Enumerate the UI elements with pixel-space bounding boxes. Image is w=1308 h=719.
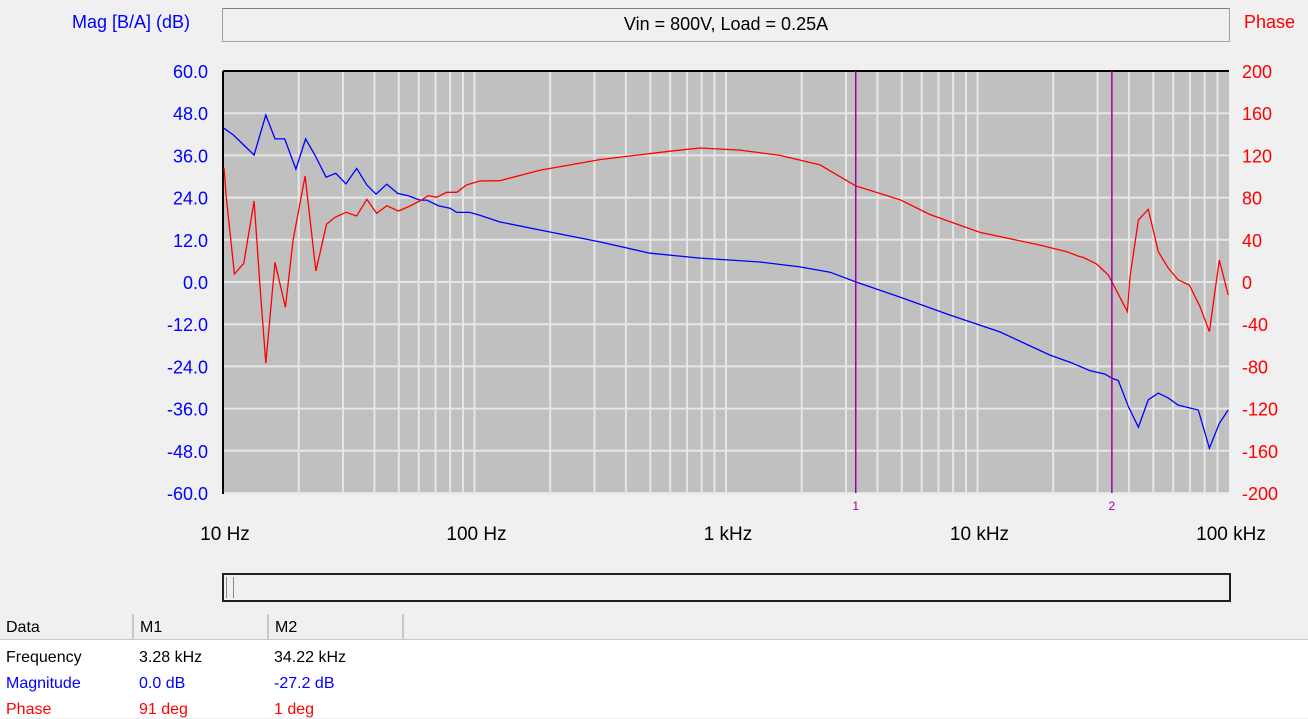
phase-line [223,147,1229,364]
left-tick-label: 0.0 [183,273,208,293]
row-label-magnitude: Magnitude [6,675,81,692]
right-tick-label: 120 [1242,146,1272,166]
left-tick-label: -60.0 [167,484,208,504]
row-label-frequency: Frequency [6,649,82,666]
right-tick-label: -160 [1242,442,1278,462]
left-tick-label: 24.0 [173,189,208,209]
x-tick-label: 100 kHz [1196,524,1266,545]
left-tick-label: -36.0 [167,400,208,420]
column-header-data[interactable]: Data [0,614,134,640]
left-tick-label: -48.0 [167,442,208,462]
m2-frequency: 34.22 kHz [274,649,347,666]
left-tick-label: 36.0 [173,146,208,166]
m1-phase: 91 deg [139,701,188,718]
column-header-m2[interactable]: M2 [269,614,404,640]
m2-phase: 1 deg [274,701,315,718]
left-tick-label: -24.0 [167,357,208,377]
row-label-phase: Phase [6,701,52,718]
left-tick-label: 60.0 [173,62,208,82]
horizontal-scrollbar[interactable] [222,573,1231,602]
x-tick-label: 1 kHz [704,524,753,545]
left-tick-label: -12.0 [167,315,208,335]
marker-label-1: 1 [852,499,859,513]
left-tick-label: 12.0 [173,231,208,251]
left-axis-label: Mag [B/A] (dB) [72,12,191,32]
column-header-m1[interactable]: M1 [134,614,269,640]
column-header-empty [404,614,1308,640]
m2-magnitude: -27.2 dB [274,675,335,692]
x-tick-label: 10 kHz [950,524,1009,545]
x-tick-label: 10 Hz [200,524,250,545]
right-tick-label: 80 [1242,189,1262,209]
right-tick-label: -200 [1242,484,1278,504]
right-tick-label: 40 [1242,231,1262,251]
right-tick-label: -40 [1242,315,1268,335]
x-tick-label: 100 Hz [446,524,506,545]
right-tick-label: -120 [1242,400,1278,420]
m1-frequency: 3.28 kHz [139,649,203,666]
bode-plot: 60.0 48.0 36.0 24.0 12.0 0.0 -12.0 -24.0 -36.0 -4… [167,62,1278,545]
marker-label-2: 2 [1109,499,1116,513]
left-tick-label: 48.0 [173,104,208,124]
right-tick-label: 200 [1242,62,1272,82]
right-tick-label: -80 [1242,357,1268,377]
chart-title: Vin = 800V, Load = 0.25A [222,8,1230,42]
right-tick-label: 0 [1242,273,1252,293]
right-axis-label: Phase [1244,12,1296,32]
marker-data-table: Data M1 M2 Frequency 3.28 kHz 34.22 kHz … [0,614,1308,718]
m1-magnitude: 0.0 dB [139,675,186,692]
scrollbar-thumb[interactable] [226,577,234,598]
right-tick-label: 160 [1242,104,1272,124]
magnitude-line [223,112,1229,451]
